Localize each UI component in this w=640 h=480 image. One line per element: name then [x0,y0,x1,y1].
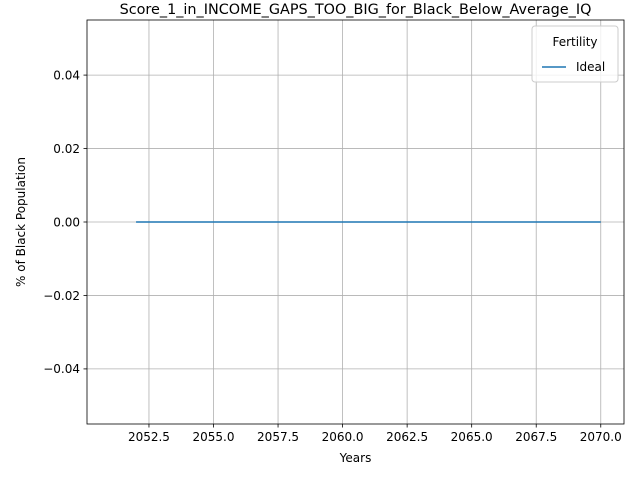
legend-entry-label: Ideal [576,60,605,74]
y-tick-label: 0.02 [53,142,80,156]
x-axis-label: Years [339,451,372,465]
y-axis-label: % of Black Population [14,157,28,287]
legend-box [531,25,619,83]
x-tick-label: 2055.0 [193,430,235,444]
x-tick-label: 2052.5 [128,430,170,444]
legend: Fertility Ideal [531,25,619,83]
x-tick-label: 2060.0 [322,430,364,444]
x-tick-label: 2062.5 [386,430,428,444]
x-tick-label: 2057.5 [257,430,299,444]
chart-title: Score_1_in_INCOME_GAPS_TOO_BIG_for_Black… [120,2,592,18]
legend-entries: Ideal [542,60,605,74]
y-tick-label: 0.04 [53,68,80,82]
x-axis-ticks: 2052.5 2055.0 2057.5 2060.0 2062.5 2065.0 2067… [128,424,622,444]
y-axis-ticks: −0.04 −0.02 0.00 0.02 0.04 [43,68,87,376]
y-tick-label: 0.00 [53,215,80,229]
x-tick-label: 2070.0 [580,430,622,444]
y-tick-label: −0.04 [43,362,80,376]
x-tick-label: 2067.5 [515,430,557,444]
legend-title: Fertility [552,35,597,49]
y-tick-label: −0.02 [43,289,80,303]
x-tick-label: 2065.0 [451,430,493,444]
